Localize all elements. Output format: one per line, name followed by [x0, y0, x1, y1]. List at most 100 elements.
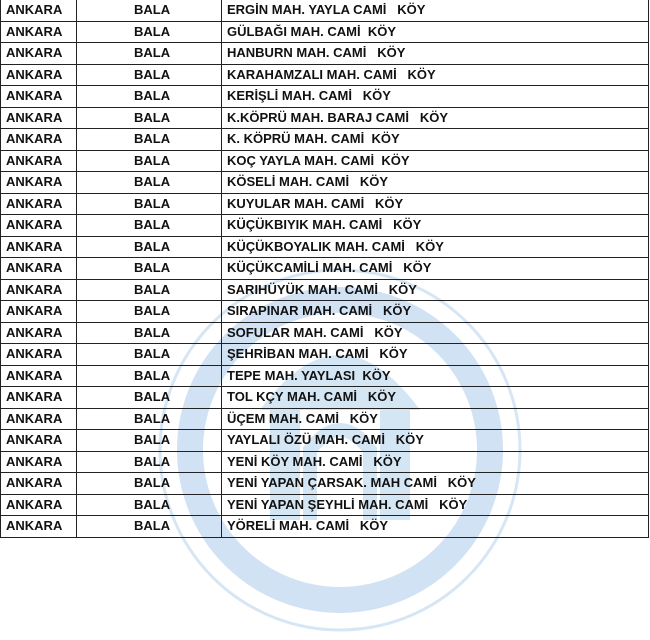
table-row: ANKARA BALA YENİ YAPAN ŞEYHLİ MAH. CAMİ KÖ… [0, 493, 649, 516]
table-row: ANKARA BALA KÜÇÜKCAMİLİ MAH. CAMİ KÖY [0, 257, 649, 280]
city-cell: ANKARA [0, 235, 77, 258]
district-cell: BALA [76, 300, 222, 323]
mosque-name-cell: ERGİN MAH. YAYLA CAMİ KÖY [221, 0, 649, 22]
city-cell: ANKARA [0, 257, 77, 280]
mosque-name-cell: KÜÇÜKBIYIK MAH. CAMİ KÖY [221, 214, 649, 237]
mosque-name-cell: KÜÇÜKCAMİLİ MAH. CAMİ KÖY [221, 257, 649, 280]
table-row: ANKARA BALA YENİ KÖY MAH. CAMİ KÖY [0, 450, 649, 473]
city-cell: ANKARA [0, 278, 77, 301]
city-cell: ANKARA [0, 42, 77, 65]
district-cell: BALA [76, 106, 222, 129]
table-row: ANKARA BALA ÜÇEM MAH. CAMİ KÖY [0, 407, 649, 430]
city-cell: ANKARA [0, 20, 77, 43]
mosque-name-cell: SOFULAR MAH. CAMİ KÖY [221, 321, 649, 344]
city-cell: ANKARA [0, 515, 77, 538]
city-cell: ANKARA [0, 429, 77, 452]
table-row: ANKARA BALA KÜÇÜKBIYIK MAH. CAMİ KÖY [0, 214, 649, 237]
district-cell: BALA [76, 0, 222, 22]
table-row: ANKARA BALA KARAHAMZALI MAH. CAMİ KÖY [0, 63, 649, 86]
city-cell: ANKARA [0, 386, 77, 409]
city-cell: ANKARA [0, 128, 77, 151]
mosque-name-cell: YENİ YAPAN ŞEYHLİ MAH. CAMİ KÖY [221, 493, 649, 516]
mosque-name-cell: YENİ YAPAN ÇARSAK. MAH CAMİ KÖY [221, 472, 649, 495]
city-cell: ANKARA [0, 106, 77, 129]
city-cell: ANKARA [0, 171, 77, 194]
table-row: ANKARA BALA SIRAPINAR MAH. CAMİ KÖY [0, 300, 649, 323]
district-cell: BALA [76, 515, 222, 538]
city-cell: ANKARA [0, 63, 77, 86]
mosque-name-cell: TEPE MAH. YAYLASI KÖY [221, 364, 649, 387]
city-cell: ANKARA [0, 364, 77, 387]
table-row: ANKARA BALA GÜLBAĞI MAH. CAMİ KÖY [0, 20, 649, 43]
mosque-name-cell: SARIHÜYÜK MAH. CAMİ KÖY [221, 278, 649, 301]
mosque-name-cell: KOÇ YAYLA MAH. CAMİ KÖY [221, 149, 649, 172]
city-cell: ANKARA [0, 300, 77, 323]
city-cell: ANKARA [0, 149, 77, 172]
table-row: ANKARA BALA ERGİN MAH. YAYLA CAMİ KÖY [0, 0, 649, 22]
mosque-name-cell: K. KÖPRÜ MAH. CAMİ KÖY [221, 128, 649, 151]
district-cell: BALA [76, 42, 222, 65]
mosque-name-cell: ŞEHRİBAN MAH. CAMİ KÖY [221, 343, 649, 366]
district-cell: BALA [76, 472, 222, 495]
district-cell: BALA [76, 20, 222, 43]
city-cell: ANKARA [0, 493, 77, 516]
district-cell: BALA [76, 343, 222, 366]
district-cell: BALA [76, 235, 222, 258]
district-cell: BALA [76, 364, 222, 387]
table-row: ANKARA BALA TOL KÇY MAH. CAMİ KÖY [0, 386, 649, 409]
city-cell: ANKARA [0, 343, 77, 366]
mosque-name-cell: YENİ KÖY MAH. CAMİ KÖY [221, 450, 649, 473]
mosque-name-cell: K.KÖPRÜ MAH. BARAJ CAMİ KÖY [221, 106, 649, 129]
mosque-name-cell: KERİŞLİ MAH. CAMİ KÖY [221, 85, 649, 108]
mosque-name-cell: HANBURN MAH. CAMİ KÖY [221, 42, 649, 65]
mosque-name-cell: KUYULAR MAH. CAMİ KÖY [221, 192, 649, 215]
city-cell: ANKARA [0, 192, 77, 215]
district-cell: BALA [76, 214, 222, 237]
city-cell: ANKARA [0, 407, 77, 430]
mosque-name-cell: KÜÇÜKBOYALIK MAH. CAMİ KÖY [221, 235, 649, 258]
mosque-name-cell: YÖRELİ MAH. CAMİ KÖY [221, 515, 649, 538]
district-cell: BALA [76, 321, 222, 344]
city-cell: ANKARA [0, 214, 77, 237]
table-row: ANKARA BALA ŞEHRİBAN MAH. CAMİ KÖY [0, 343, 649, 366]
city-cell: ANKARA [0, 321, 77, 344]
table-row: ANKARA BALA KUYULAR MAH. CAMİ KÖY [0, 192, 649, 215]
table-row: ANKARA BALA SOFULAR MAH. CAMİ KÖY [0, 321, 649, 344]
mosque-name-cell: KÖSELİ MAH. CAMİ KÖY [221, 171, 649, 194]
table-row: ANKARA BALA K.KÖPRÜ MAH. BARAJ CAMİ KÖY [0, 106, 649, 129]
table-row: ANKARA BALA K. KÖPRÜ MAH. CAMİ KÖY [0, 128, 649, 151]
table-row: ANKARA BALA SARIHÜYÜK MAH. CAMİ KÖY [0, 278, 649, 301]
city-cell: ANKARA [0, 472, 77, 495]
district-cell: BALA [76, 85, 222, 108]
table-row: ANKARA BALA HANBURN MAH. CAMİ KÖY [0, 42, 649, 65]
mosque-name-cell: YAYLALI ÖZÜ MAH. CAMİ KÖY [221, 429, 649, 452]
district-cell: BALA [76, 149, 222, 172]
mosque-name-cell: KARAHAMZALI MAH. CAMİ KÖY [221, 63, 649, 86]
table-row: ANKARA BALA TEPE MAH. YAYLASI KÖY [0, 364, 649, 387]
district-cell: BALA [76, 493, 222, 516]
mosque-name-cell: SIRAPINAR MAH. CAMİ KÖY [221, 300, 649, 323]
city-cell: ANKARA [0, 450, 77, 473]
district-cell: BALA [76, 257, 222, 280]
district-cell: BALA [76, 63, 222, 86]
district-cell: BALA [76, 128, 222, 151]
district-cell: BALA [76, 171, 222, 194]
table-row: ANKARA BALA YAYLALI ÖZÜ MAH. CAMİ KÖY [0, 429, 649, 452]
table-row: ANKARA BALA KOÇ YAYLA MAH. CAMİ KÖY [0, 149, 649, 172]
district-cell: BALA [76, 429, 222, 452]
table-row: ANKARA BALA KERİŞLİ MAH. CAMİ KÖY [0, 85, 649, 108]
mosque-name-cell: GÜLBAĞI MAH. CAMİ KÖY [221, 20, 649, 43]
mosque-list-table: ANKARA BALA ERGİN MAH. YAYLA CAMİ KÖY ANKAR… [0, 0, 649, 538]
district-cell: BALA [76, 192, 222, 215]
city-cell: ANKARA [0, 0, 77, 22]
city-cell: ANKARA [0, 85, 77, 108]
district-cell: BALA [76, 278, 222, 301]
mosque-name-cell: ÜÇEM MAH. CAMİ KÖY [221, 407, 649, 430]
district-cell: BALA [76, 386, 222, 409]
district-cell: BALA [76, 450, 222, 473]
mosque-name-cell: TOL KÇY MAH. CAMİ KÖY [221, 386, 649, 409]
table-row: ANKARA BALA YENİ YAPAN ÇARSAK. MAH CAMİ KÖ… [0, 472, 649, 495]
district-cell: BALA [76, 407, 222, 430]
table-row: ANKARA BALA KÖSELİ MAH. CAMİ KÖY [0, 171, 649, 194]
table-row: ANKARA BALA KÜÇÜKBOYALIK MAH. CAMİ KÖY [0, 235, 649, 258]
